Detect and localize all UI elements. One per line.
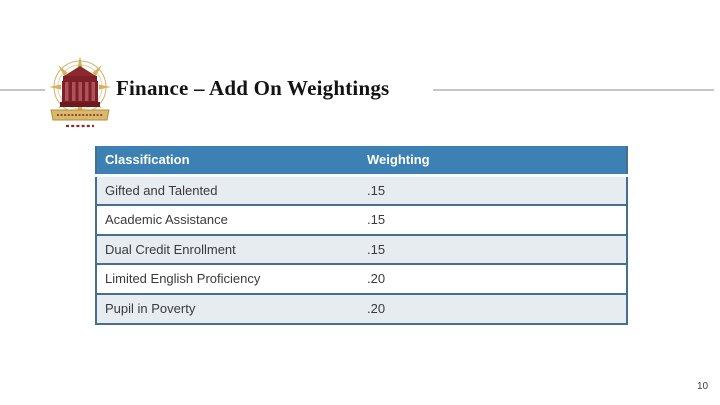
slide-title: Finance – Add On Weightings <box>116 76 390 100</box>
table-row: Pupil in Poverty .20 <box>96 292 627 324</box>
table-row: Academic Assistance .15 <box>96 204 627 235</box>
table-row: Dual Credit Enrollment .15 <box>96 233 627 265</box>
title-rule-right <box>433 89 714 91</box>
table-row: Gifted and Talented .15 <box>96 173 627 206</box>
weightings-table-container: Classification Weighting Gifted and Tale… <box>95 146 628 325</box>
classification-cell: Academic Assistance <box>96 204 359 235</box>
classification-cell: Gifted and Talented <box>96 173 359 206</box>
weighting-cell: .15 <box>359 233 627 265</box>
classification-cell: Pupil in Poverty <box>96 292 359 324</box>
weightings-table: Classification Weighting Gifted and Tale… <box>95 146 628 325</box>
classification-cell: Limited English Proficiency <box>96 263 359 294</box>
classification-cell: Dual Credit Enrollment <box>96 233 359 265</box>
table-row: Limited English Proficiency .20 <box>96 263 627 294</box>
column-header-weighting: Weighting <box>359 146 627 176</box>
crest-icon <box>49 56 111 128</box>
weighting-cell: .15 <box>359 204 627 235</box>
title-rule-left <box>0 89 45 91</box>
table-header-row: Classification Weighting <box>96 146 627 176</box>
column-header-classification: Classification <box>96 146 359 176</box>
page-number: 10 <box>697 381 709 392</box>
weighting-cell: .20 <box>359 292 627 324</box>
weighting-cell: .20 <box>359 263 627 294</box>
weighting-cell: .15 <box>359 173 627 206</box>
school-district-crest-logo <box>47 56 113 132</box>
